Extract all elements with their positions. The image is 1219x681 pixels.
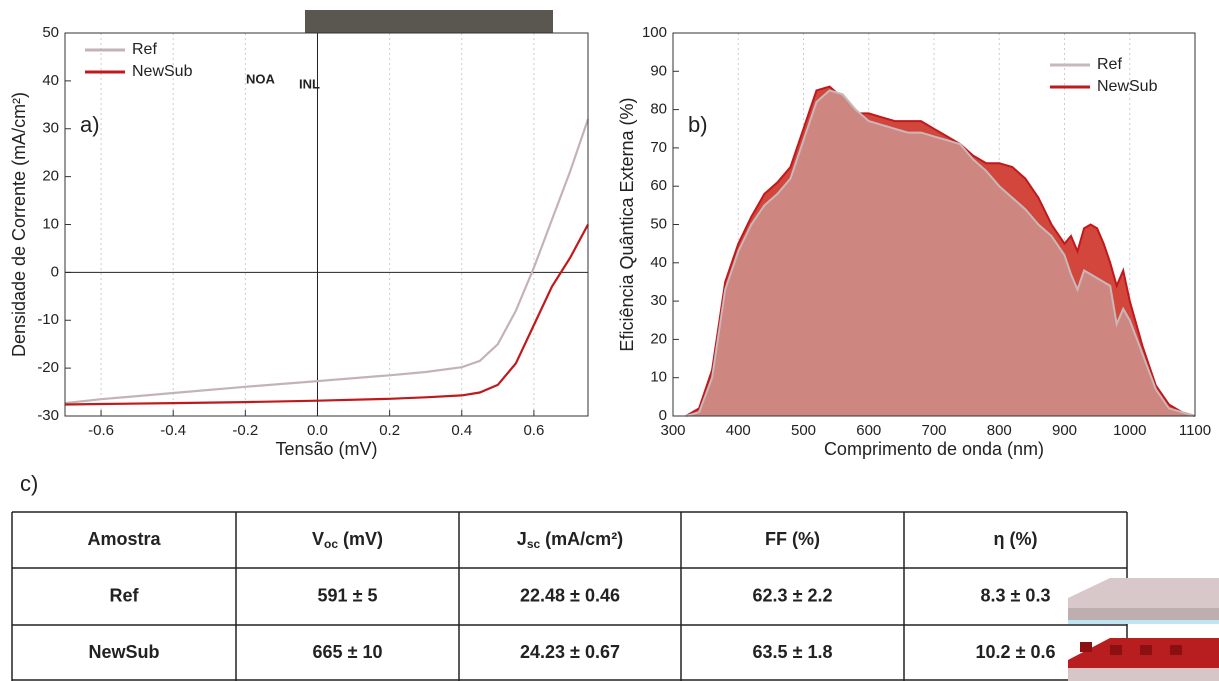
header-text: η (%) <box>994 529 1038 549</box>
x-tick-label: 0.6 <box>523 422 544 439</box>
plot-frame <box>64 32 589 417</box>
x-tick-label: 900 <box>1052 422 1077 439</box>
y-tick-label: 0 <box>51 263 59 280</box>
x-tick-label: 800 <box>987 422 1012 439</box>
y-tick-label: -10 <box>37 311 59 328</box>
line <box>685 85 1196 417</box>
legend-label: NewSub <box>132 63 193 80</box>
table-cell: 665 ± 10 <box>313 642 383 662</box>
y-tick-label: 0 <box>659 407 667 424</box>
table-cell: 22.48 ± 0.46 <box>520 585 620 605</box>
x-tick-label: -0.2 <box>232 422 258 439</box>
panel-label: a) <box>80 112 100 137</box>
x-tick-label: -0.4 <box>160 422 186 439</box>
y-tick-label: -30 <box>37 407 59 424</box>
y-axis-label: Densidade de Corrente (mA/cm²) <box>9 92 29 357</box>
x-tick-label: 1000 <box>1113 422 1146 439</box>
x-tick-label: 600 <box>856 422 881 439</box>
y-tick-label: 40 <box>650 254 667 271</box>
y-axis-label: Eficiência Quântica Externa (%) <box>617 97 637 351</box>
table-cell: 8.3 ± 0.3 <box>981 585 1051 605</box>
x-tick-label: -0.6 <box>88 422 114 439</box>
table-header: FF (%) <box>765 529 820 549</box>
y-tick-label: 60 <box>650 177 667 194</box>
line <box>685 89 1196 417</box>
x-axis-label: Comprimento de onda (nm) <box>824 439 1044 459</box>
header-text: (mA/cm²) <box>540 529 623 549</box>
table-cell: 62.3 ± 2.2 <box>753 585 833 605</box>
table-header: Jsc (mA/cm²) <box>517 529 623 551</box>
x-tick-label: 0.2 <box>379 422 400 439</box>
x-tick-label: 400 <box>726 422 751 439</box>
table-cell: 63.5 ± 1.8 <box>753 642 833 662</box>
header-text: V <box>312 529 324 549</box>
table-cell: Ref <box>109 585 139 605</box>
header-text: J <box>517 529 527 549</box>
table-cell: NewSub <box>88 642 159 662</box>
y-tick-label: 80 <box>650 101 667 118</box>
y-tick-label: 30 <box>650 292 667 309</box>
y-tick-label: 30 <box>42 120 59 137</box>
header-subscript: oc <box>324 537 338 551</box>
x-tick-label: 0.0 <box>307 422 328 439</box>
panel-label: c) <box>20 471 38 496</box>
table-header: η (%) <box>994 529 1038 549</box>
y-tick-label: -20 <box>37 359 59 376</box>
header-text: FF (%) <box>765 529 820 549</box>
y-tick-label: 20 <box>42 168 59 185</box>
x-tick-label: 0.4 <box>451 422 472 439</box>
x-tick-label: 700 <box>921 422 946 439</box>
legend-label: Ref <box>1097 56 1122 73</box>
y-tick-label: 40 <box>42 72 59 89</box>
panel-label: b) <box>688 112 708 137</box>
y-tick-label: 10 <box>42 215 59 232</box>
y-tick-label: 90 <box>650 62 667 79</box>
table-header: Voc (mV) <box>312 529 383 551</box>
legend-label: NewSub <box>1097 78 1158 95</box>
area <box>686 90 1195 417</box>
x-tick-label: 500 <box>791 422 816 439</box>
table-cell: 24.23 ± 0.67 <box>520 642 620 662</box>
header-text: (mV) <box>338 529 383 549</box>
line <box>64 223 589 406</box>
header-text: Amostra <box>87 529 161 549</box>
y-tick-label: 70 <box>650 139 667 156</box>
y-tick-label: 10 <box>650 369 667 386</box>
table-cell: 591 ± 5 <box>318 585 378 605</box>
line <box>64 118 590 405</box>
logo-text: INL <box>299 76 320 91</box>
plot-frame <box>672 32 1196 417</box>
table-header: Amostra <box>87 529 161 549</box>
y-tick-label: 100 <box>642 24 667 41</box>
legend-label: Ref <box>132 41 157 58</box>
x-axis-label: Tensão (mV) <box>275 439 377 459</box>
layer-icon <box>1068 578 1219 681</box>
y-tick-label: 50 <box>650 215 667 232</box>
x-tick-label: 1100 <box>1179 422 1211 439</box>
y-tick-label: 50 <box>42 24 59 41</box>
plot-area <box>65 33 588 416</box>
header-subscript: sc <box>527 537 541 551</box>
logo-text: NOA <box>246 71 276 86</box>
table-cell: 10.2 ± 0.6 <box>976 642 1056 662</box>
x-tick-label: 300 <box>660 422 685 439</box>
y-tick-label: 20 <box>650 330 667 347</box>
